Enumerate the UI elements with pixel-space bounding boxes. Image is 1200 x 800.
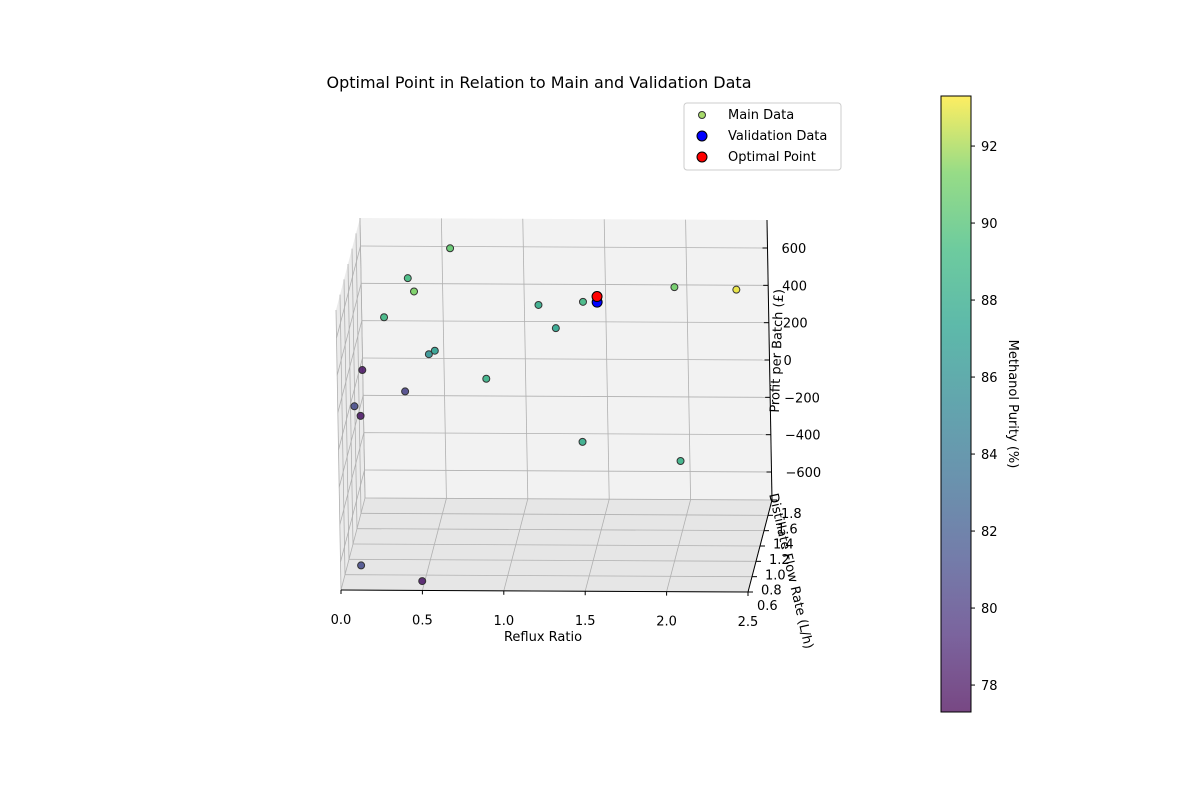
y-gridline [360, 512, 769, 516]
x-tick-label: 2.0 [656, 615, 677, 630]
colorbar-tick-label: 78 [981, 679, 998, 694]
main-data-point [578, 437, 587, 446]
y-gridline [335, 309, 342, 591]
main-data-point [350, 402, 359, 411]
z-tick-label: −400 [785, 429, 821, 444]
colorbar-gradient [940, 95, 972, 713]
main-data-point [424, 350, 433, 359]
legend-marker-validation [696, 130, 708, 142]
x-tick-label: 0.0 [331, 613, 352, 628]
colorbar-label: Methanol Purity (%) [1005, 340, 1020, 469]
y-gridline [348, 558, 757, 562]
z-tick-label: 0 [784, 354, 792, 369]
z-tick-label: 600 [782, 242, 807, 257]
data-points [350, 244, 741, 586]
y-tick-label: 1.8 [781, 507, 802, 522]
z-tick-label: −600 [786, 466, 822, 481]
y-gridline [347, 263, 354, 545]
legend-marker-optimal [696, 151, 708, 163]
main-data-point [357, 561, 366, 570]
colorbar: 78 80 82 84 86 88 90 92 Methanol Purity (%) [940, 95, 1020, 713]
legend-label-main: Main Data [728, 108, 794, 123]
main-data-point [380, 313, 389, 322]
y-gridline [344, 574, 753, 578]
chart-title: Optimal Point in Relation to Main and Va… [326, 73, 751, 92]
colorbar-tick-label: 92 [981, 140, 998, 155]
z-gridline [362, 357, 770, 361]
y-gridline [364, 497, 773, 501]
main-data-point [430, 346, 439, 355]
x-axis-line [340, 589, 749, 593]
y-gridline [351, 248, 358, 529]
y-tick-label: 1.4 [773, 538, 794, 553]
x-tick-label: 2.5 [738, 615, 759, 630]
z-tick-label: −200 [784, 391, 820, 406]
legend: Main Data Validation Data Optimal Point [683, 102, 842, 171]
main-data-point [551, 324, 560, 333]
y-gridline [355, 233, 362, 514]
y-gridline [356, 528, 765, 532]
y-tick-label: 1.6 [777, 522, 798, 537]
y-tick-label: 0.6 [757, 599, 778, 614]
colorbar-ticks: 78 80 82 84 86 88 90 92 [971, 140, 998, 694]
z-gridline [361, 320, 769, 324]
main-data-point [732, 285, 741, 294]
x-axis-label: Reflux Ratio [504, 630, 582, 645]
z-axis-label: Profit per Batch (£) [768, 289, 787, 413]
main-data-point [676, 457, 685, 466]
main-data-point [534, 300, 543, 309]
z-gridline [361, 282, 769, 286]
legend-box [683, 102, 842, 171]
main-data-point [403, 274, 412, 283]
colorbar-tick-label: 86 [981, 371, 998, 386]
x-tick-label: 1.0 [493, 614, 514, 629]
colorbar-tick-label: 88 [981, 294, 998, 309]
main-data-point [410, 287, 419, 296]
z-gridline [364, 469, 772, 473]
y-gridline [343, 279, 350, 560]
y-gridline [352, 543, 761, 547]
main-data-point [401, 387, 410, 396]
main-data-point [670, 283, 679, 292]
optimal-point [591, 291, 603, 303]
z-gridline [360, 245, 768, 249]
main-data-point [356, 411, 365, 420]
main-data-point [446, 244, 455, 253]
colorbar-tick-label: 84 [981, 448, 998, 463]
legend-label-optimal: Optimal Point [728, 150, 816, 165]
main-data-point [578, 297, 587, 306]
y-gridline [339, 294, 346, 575]
main-data-point [358, 366, 367, 375]
y-gridline [359, 217, 366, 499]
x-tick-label: 0.5 [412, 613, 433, 628]
x-tick-label: 1.5 [575, 614, 596, 629]
colorbar-tick-label: 82 [981, 525, 998, 540]
colorbar-tick-label: 90 [981, 217, 998, 232]
z-tick-label: 400 [782, 279, 807, 294]
legend-marker-main [698, 111, 706, 119]
y-tick-label: 1.2 [769, 553, 790, 568]
z-tick-label: 200 [783, 317, 808, 332]
axes-3d: 0.0 0.5 1.0 1.5 2.0 2.50.60.81.01.21.41.61.8−… [331, 217, 822, 630]
z-gridline [363, 394, 771, 398]
y-tick-label: 0.8 [761, 584, 782, 599]
z-gridline [363, 432, 771, 436]
main-data-point [418, 577, 427, 586]
colorbar-tick-label: 80 [981, 602, 998, 617]
y-tick-label: 1.0 [765, 568, 786, 583]
main-data-point [482, 374, 491, 383]
legend-label-validation: Validation Data [728, 129, 827, 144]
